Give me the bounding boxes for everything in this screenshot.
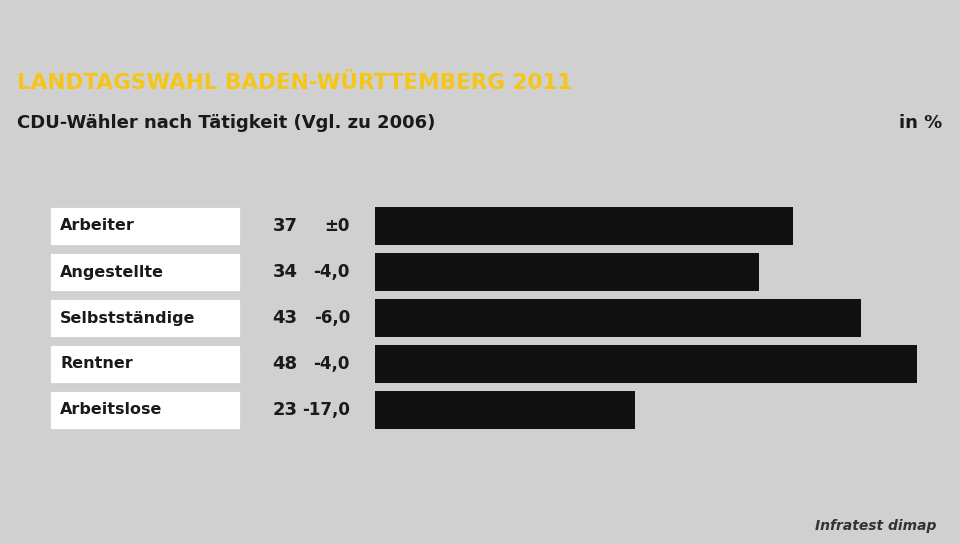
Text: ±0: ±0 bbox=[324, 217, 350, 235]
Text: Arbeiter: Arbeiter bbox=[60, 219, 134, 233]
Bar bbox=[375, 207, 793, 245]
Text: Angestellte: Angestellte bbox=[60, 264, 164, 280]
Text: -4,0: -4,0 bbox=[314, 355, 350, 373]
Text: Arbeitslose: Arbeitslose bbox=[60, 403, 162, 417]
Text: 48: 48 bbox=[273, 355, 298, 373]
Bar bbox=[50, 299, 240, 337]
Text: 43: 43 bbox=[273, 309, 298, 327]
Bar bbox=[50, 207, 240, 245]
Text: -4,0: -4,0 bbox=[314, 263, 350, 281]
Text: in %: in % bbox=[900, 114, 943, 132]
Text: LANDTAGSWAHL BADEN-WÜRTTEMBERG 2011: LANDTAGSWAHL BADEN-WÜRTTEMBERG 2011 bbox=[17, 73, 573, 93]
Text: Selbstständige: Selbstständige bbox=[60, 311, 196, 325]
Text: 34: 34 bbox=[273, 263, 298, 281]
Bar bbox=[375, 253, 759, 291]
Bar bbox=[375, 391, 635, 429]
Text: Infratest dimap: Infratest dimap bbox=[815, 519, 936, 533]
Bar bbox=[50, 253, 240, 291]
Text: CDU-Wähler nach Tätigkeit (Vgl. zu 2006): CDU-Wähler nach Tätigkeit (Vgl. zu 2006) bbox=[17, 114, 436, 132]
Text: -17,0: -17,0 bbox=[302, 401, 350, 419]
Text: 23: 23 bbox=[273, 401, 298, 419]
Bar bbox=[375, 299, 861, 337]
Text: -6,0: -6,0 bbox=[314, 309, 350, 327]
Text: Rentner: Rentner bbox=[60, 356, 132, 372]
Bar bbox=[50, 391, 240, 429]
Text: 37: 37 bbox=[273, 217, 298, 235]
Bar bbox=[50, 345, 240, 383]
Bar bbox=[375, 345, 918, 383]
